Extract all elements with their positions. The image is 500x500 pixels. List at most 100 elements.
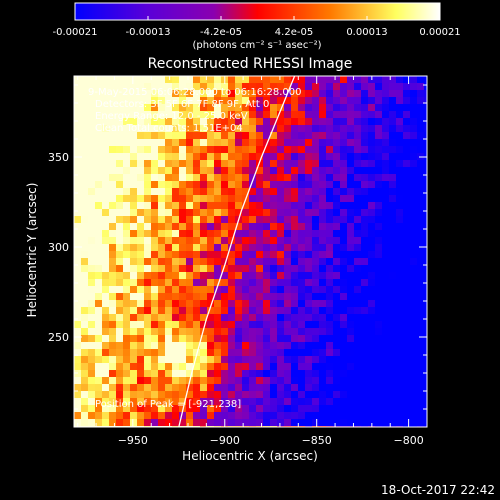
heatmap-cell [354, 188, 361, 195]
heatmap-cell [81, 230, 88, 237]
heatmap-cell [102, 314, 109, 321]
heatmap-cell [319, 328, 326, 335]
heatmap-cell [130, 104, 137, 111]
heatmap-cell [165, 300, 172, 307]
heatmap-cell [319, 342, 326, 349]
heatmap-cell [179, 384, 186, 391]
heatmap-cell [410, 202, 417, 209]
heatmap-cell [137, 258, 144, 265]
heatmap-cell [207, 223, 214, 230]
heatmap-cell [424, 398, 427, 405]
heatmap-cell [277, 139, 284, 146]
heatmap-cell [130, 202, 137, 209]
heatmap-cell [333, 356, 340, 363]
heatmap-cell [256, 377, 263, 384]
heatmap-cell [130, 349, 137, 356]
heatmap-cell [221, 167, 228, 174]
heatmap-cell [319, 307, 326, 314]
heatmap-cell [95, 293, 102, 300]
heatmap-cell [284, 272, 291, 279]
heatmap-cell [109, 342, 116, 349]
heatmap-cell [305, 97, 312, 104]
heatmap-cell [193, 202, 200, 209]
heatmap-cell [298, 146, 305, 153]
heatmap-cell [165, 90, 172, 97]
heatmap-cell [137, 188, 144, 195]
heatmap-cell [361, 202, 368, 209]
heatmap-cell [88, 97, 95, 104]
heatmap-cell [81, 384, 88, 391]
heatmap-cell [137, 272, 144, 279]
heatmap-cell [186, 132, 193, 139]
heatmap-cell [81, 293, 88, 300]
heatmap-cell [95, 195, 102, 202]
heatmap-cell [305, 167, 312, 174]
heatmap-cell [326, 216, 333, 223]
heatmap-cell [207, 104, 214, 111]
heatmap-cell [207, 265, 214, 272]
heatmap-cell [424, 167, 427, 174]
heatmap-cell [347, 412, 354, 419]
heatmap-cell [186, 412, 193, 419]
heatmap-cell [305, 125, 312, 132]
heatmap-cell [200, 349, 207, 356]
heatmap-cell [116, 370, 123, 377]
heatmap-cell [116, 384, 123, 391]
heatmap-cell [291, 76, 298, 83]
heatmap-cell [361, 76, 368, 83]
heatmap-cell [186, 216, 193, 223]
heatmap-cell [116, 230, 123, 237]
info-clean-counts: Clean Total counts: 1.51E+04 [95, 123, 243, 134]
heatmap-cell [95, 377, 102, 384]
heatmap-cell [235, 321, 242, 328]
heatmap-cell [424, 251, 427, 258]
heatmap-cell [130, 181, 137, 188]
heatmap-cell [403, 188, 410, 195]
heatmap-cell [277, 377, 284, 384]
footer-date: 18-Oct-2017 22:42 [381, 483, 495, 497]
heatmap-cell [235, 167, 242, 174]
heatmap-cell [305, 293, 312, 300]
heatmap-cell [389, 328, 396, 335]
heatmap-cell [221, 265, 228, 272]
heatmap-cell [221, 118, 228, 125]
heatmap-cell [144, 167, 151, 174]
heatmap-cell [172, 174, 179, 181]
heatmap-cell [368, 328, 375, 335]
heatmap-cell [200, 132, 207, 139]
heatmap-cell [333, 230, 340, 237]
heatmap-cell [396, 216, 403, 223]
heatmap-cell [151, 90, 158, 97]
heatmap-cell [403, 286, 410, 293]
heatmap-cell [417, 125, 424, 132]
heatmap-cell [137, 153, 144, 160]
heatmap-cell [382, 230, 389, 237]
heatmap-cell [333, 314, 340, 321]
heatmap-cell [116, 139, 123, 146]
heatmap-cell [291, 83, 298, 90]
heatmap-cell [109, 153, 116, 160]
heatmap-cell [123, 419, 130, 426]
heatmap-cell [144, 272, 151, 279]
heatmap-cell [375, 384, 382, 391]
heatmap-cell [123, 251, 130, 258]
heatmap-cell [424, 335, 427, 342]
heatmap-cell [172, 97, 179, 104]
heatmap-cell [424, 307, 427, 314]
plot-frame [73, 75, 428, 428]
heatmap-cell [298, 258, 305, 265]
heatmap-cell [277, 293, 284, 300]
heatmap-cell [207, 398, 214, 405]
colorbar-tick-label: -4.2e-05 [200, 27, 242, 38]
heatmap-cell [305, 244, 312, 251]
heatmap-cell [375, 202, 382, 209]
heatmap-cell [347, 195, 354, 202]
heatmap-cell [263, 195, 270, 202]
heatmap-cell [235, 349, 242, 356]
heatmap-cell [242, 349, 249, 356]
heatmap-cell [165, 251, 172, 258]
heatmap-cell [144, 405, 151, 412]
heatmap-cell [221, 272, 228, 279]
heatmap-cell [123, 181, 130, 188]
heatmap-cell [417, 174, 424, 181]
